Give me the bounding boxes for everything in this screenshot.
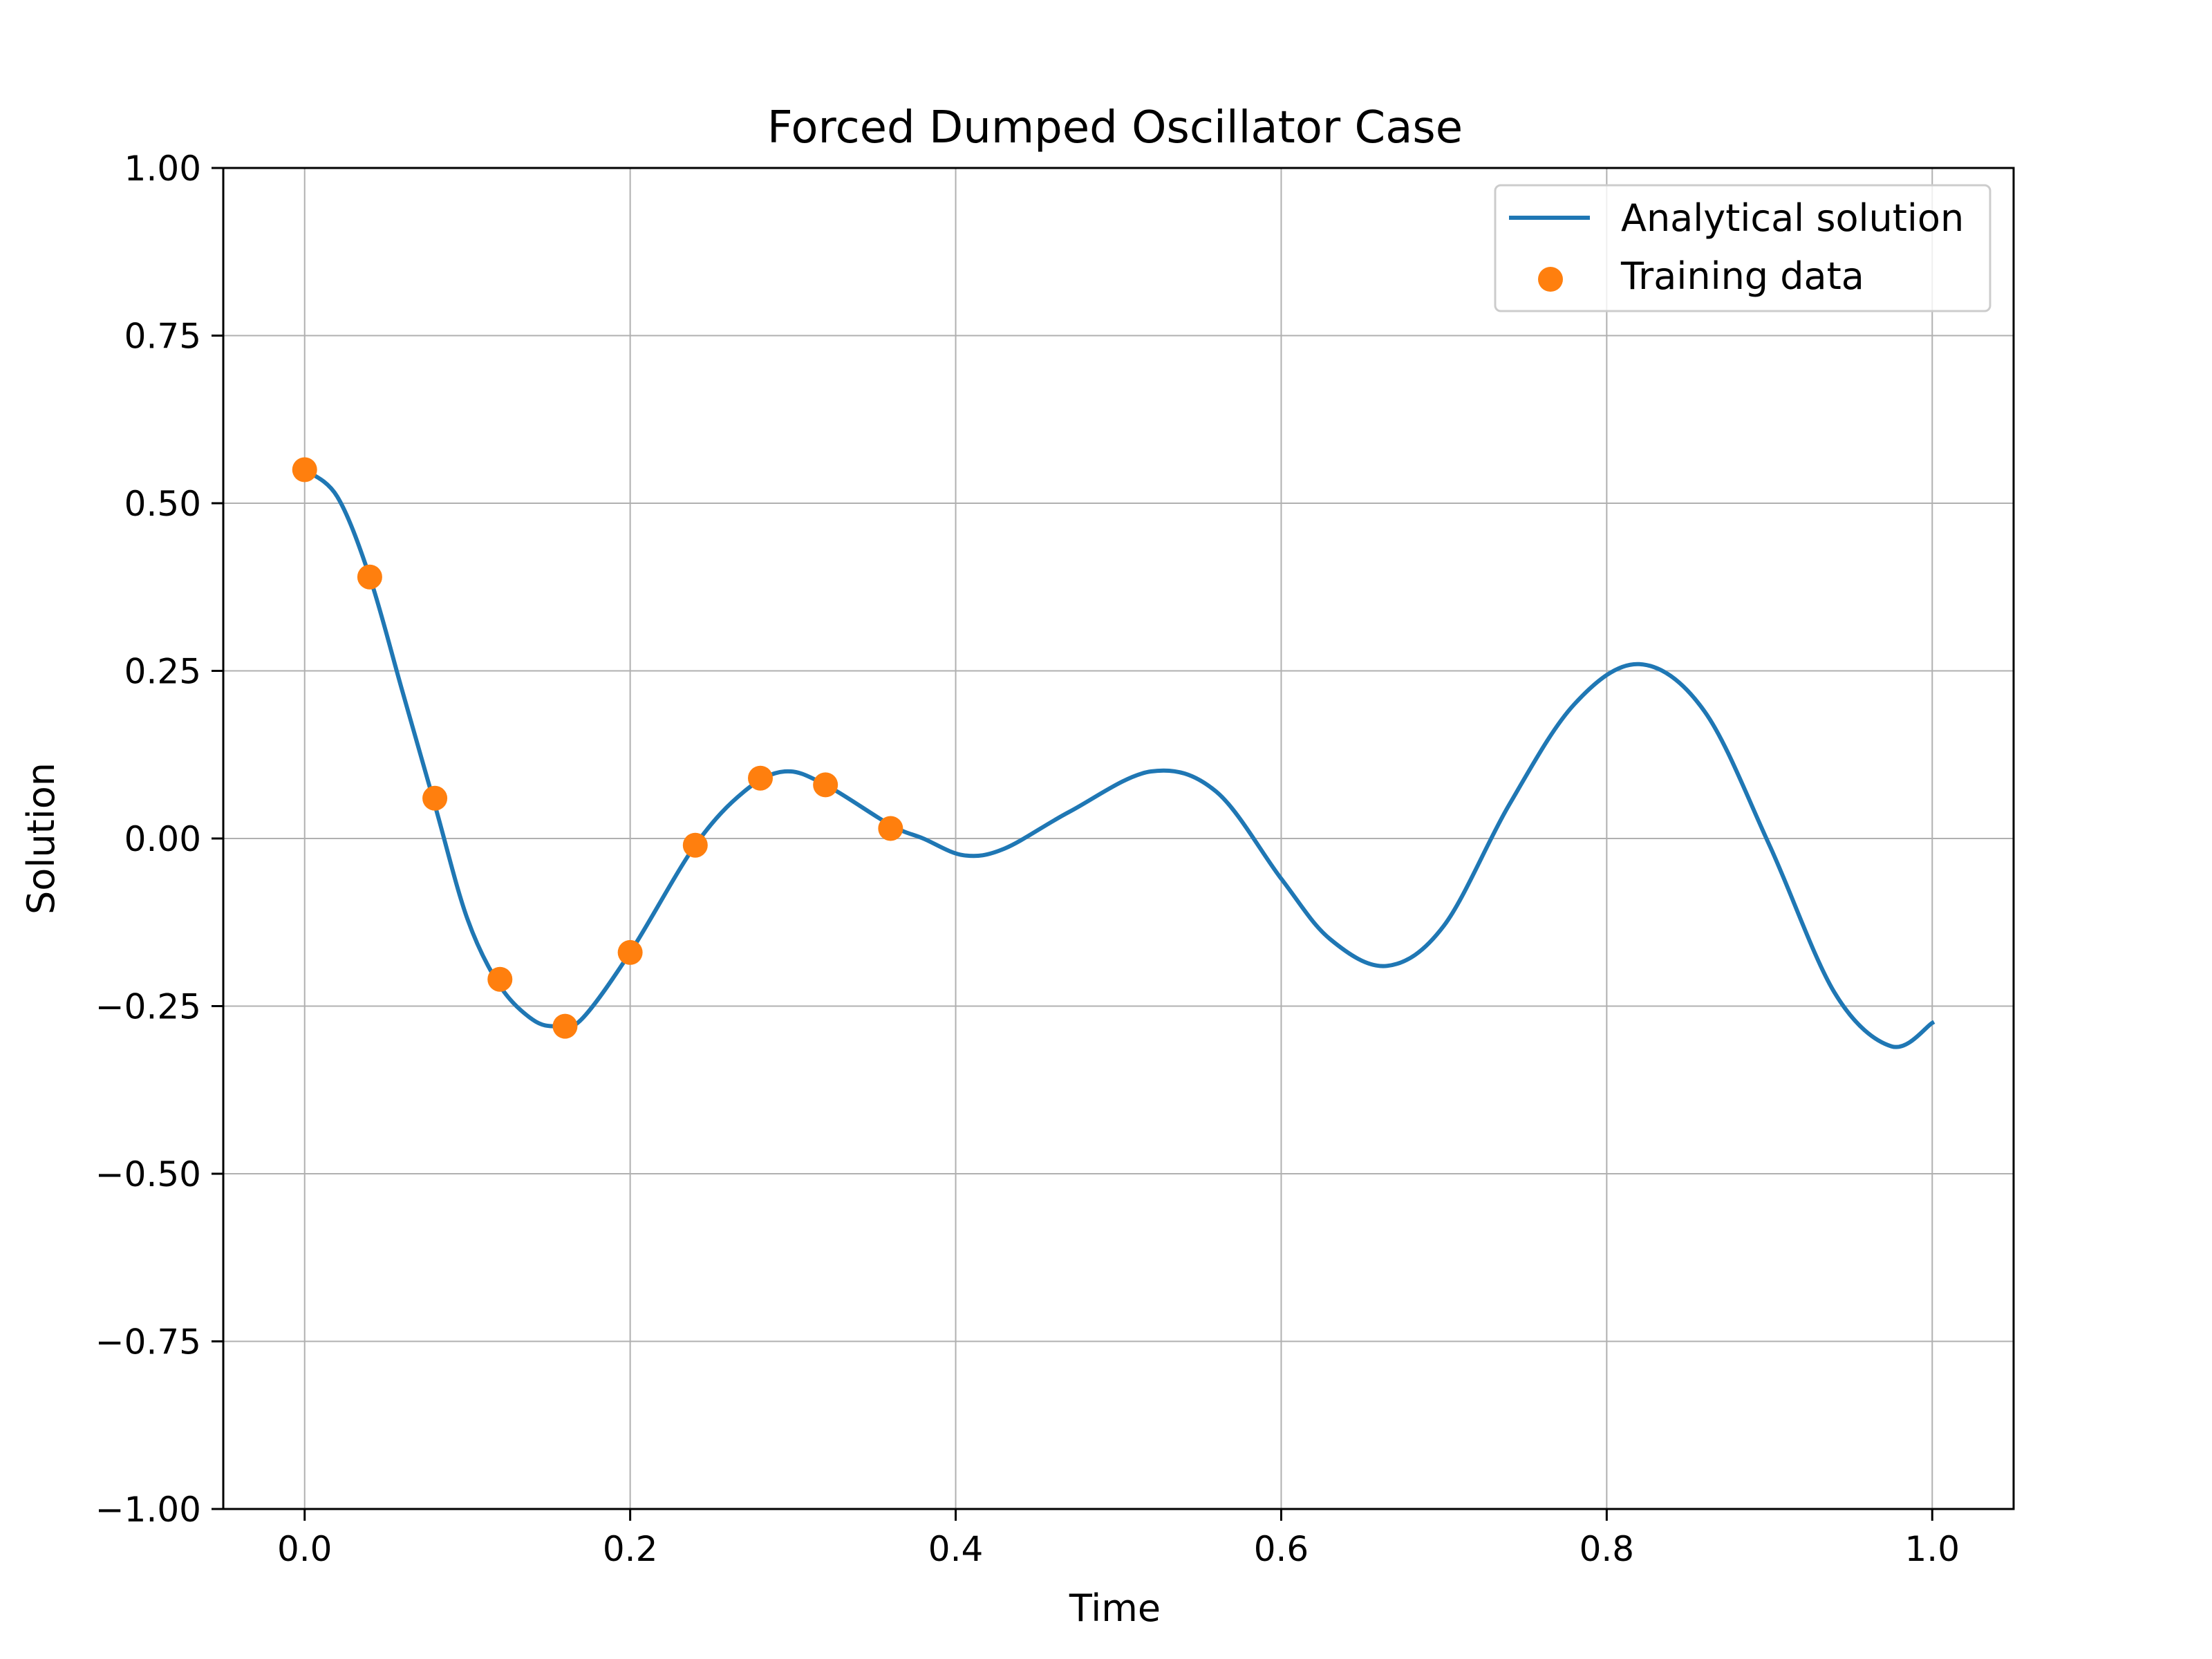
y-axis-label: Solution xyxy=(19,762,63,915)
x-tick-label: 1.0 xyxy=(1905,1529,1960,1569)
legend-label-analytical: Analytical solution xyxy=(1621,196,1964,240)
training-data-point xyxy=(422,785,448,811)
training-data-point xyxy=(813,772,838,798)
y-tick-label: 0.25 xyxy=(124,652,201,692)
chart-title: Forced Dumped Oscillator Case xyxy=(767,102,1463,153)
legend-box xyxy=(1494,184,1991,312)
legend-marker-swatch xyxy=(1538,267,1563,292)
training-data-point xyxy=(487,966,513,992)
x-tick-label: 0.2 xyxy=(603,1529,658,1569)
axis-ticks: 0.0 0.2 0.4 0.6 0.8 1.0 1.00 0.75 0.50 0.25 0.00 −0… xyxy=(95,149,1960,1569)
x-tick-label: 0.0 xyxy=(277,1529,332,1569)
y-tick-label: −0.50 xyxy=(95,1154,201,1194)
legend-label-training: Training data xyxy=(1620,254,1864,298)
y-tick-label: 0.00 xyxy=(124,819,201,859)
plot-series xyxy=(292,457,1936,1049)
x-tick-label: 0.8 xyxy=(1580,1529,1635,1569)
legend: Analytical solution Training data xyxy=(1494,184,1991,312)
training-data-point xyxy=(552,1013,578,1039)
training-data-point xyxy=(878,816,903,841)
x-axis-label: Time xyxy=(1069,1586,1161,1630)
y-tick-label: −0.25 xyxy=(95,987,201,1027)
training-data-point xyxy=(617,939,643,965)
y-tick-label: −1.00 xyxy=(95,1490,201,1530)
x-tick-label: 0.6 xyxy=(1254,1529,1309,1569)
analytical-solution-line xyxy=(301,467,1936,1049)
training-data-point xyxy=(357,564,382,590)
training-data-point xyxy=(748,765,773,791)
y-tick-label: 1.00 xyxy=(124,149,201,189)
y-tick-label: −0.75 xyxy=(95,1322,201,1362)
training-data-point xyxy=(292,457,317,482)
y-tick-label: 0.75 xyxy=(124,317,201,357)
y-tick-label: 0.50 xyxy=(124,484,201,524)
x-tick-label: 0.4 xyxy=(928,1529,984,1569)
training-data-point xyxy=(682,832,708,858)
